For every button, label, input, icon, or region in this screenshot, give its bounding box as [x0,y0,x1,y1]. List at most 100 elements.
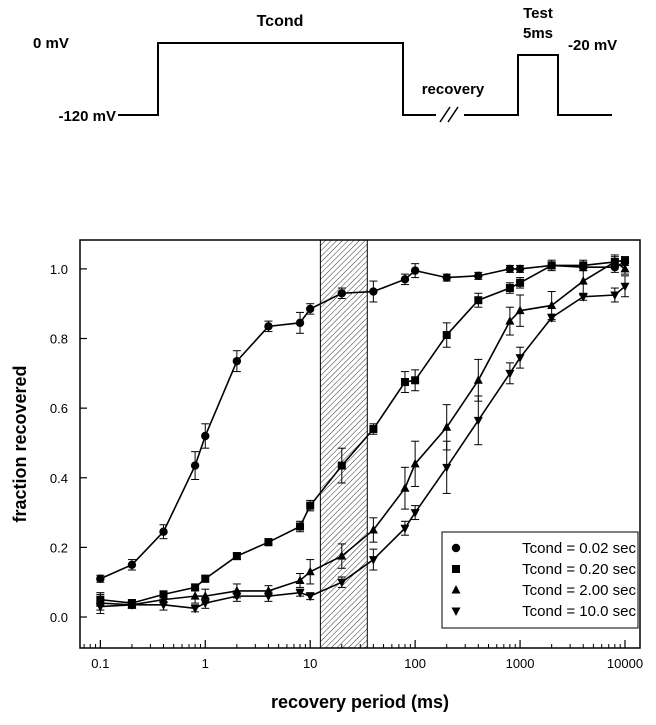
data-point [232,552,241,561]
data-point [264,538,273,547]
data-point [190,461,200,470]
protocol-trace-1 [118,42,436,116]
data-point [515,305,525,315]
data-point [442,331,451,340]
data-point [368,556,378,565]
data-point [579,261,588,270]
data-point [505,264,515,274]
data-point [264,322,273,331]
data-point [337,578,347,588]
data-point [232,585,242,595]
data-point [159,527,168,536]
voltage-protocol-diagram: -120 mV 0 mV Tcond recovery Test 5ms -20… [33,5,617,125]
data-point [400,483,410,492]
recovery-label: recovery [422,81,485,98]
data-point [295,575,305,584]
y-tick-label: 0.4 [50,471,68,486]
data-point [159,594,169,604]
data-point [305,304,315,314]
data-point [190,591,200,600]
data-point [369,425,378,434]
cond-voltage-label: 0 mV [33,35,69,52]
series-circle [96,257,630,583]
data-point [505,369,515,379]
data-point [191,583,200,592]
x-tick-label: 10 [303,656,317,671]
y-tick-label: 0.8 [50,332,68,347]
plot-frame [79,239,641,649]
series-group [95,254,630,615]
data-point [305,592,315,602]
data-point [263,592,273,602]
data-point [473,375,483,384]
x-tick-label: 10000 [607,656,643,671]
cond-name-label: Tcond [257,13,304,30]
data-point [159,601,169,610]
data-point [232,592,242,602]
x-tick-label: 1000 [506,656,535,671]
data-point [515,354,525,363]
data-point [578,276,588,285]
data-point [232,356,242,366]
data-point [201,431,210,441]
data-point [547,300,557,309]
data-point [410,458,420,468]
data-point [442,422,452,431]
data-point [474,296,483,305]
data-point [610,256,620,266]
test-name-label: Test [523,5,553,22]
data-point [620,256,629,265]
data-point [578,293,588,302]
legend-item: Tcond = 0.20 sec [452,561,636,578]
data-point [411,376,420,385]
legend-marker-circle [451,543,461,553]
data-point [620,263,630,273]
data-point [295,318,305,328]
data-point [473,416,483,426]
test-duration-label: 5ms [523,25,553,42]
data-point [400,524,410,534]
recovery-chart: 0.1 1 10 100 1000 10000 0.0 0.2 0.4 0.6 0.8 1.0 rec… [10,239,643,712]
data-point [200,599,210,609]
y-tick-label: 0.0 [50,610,68,625]
axis-ticks: 0.1 1 10 100 1000 10000 0.0 0.2 0.4 0.6 0.8 1.0 [50,262,643,671]
legend-label: Tcond = 0.20 sec [522,561,636,578]
x-axis-label: recovery period (ms) [271,692,449,712]
data-point [474,271,483,281]
legend-item: Tcond = 2.00 sec [451,582,636,599]
data-point [127,601,137,610]
legend-label: Tcond = 2.00 sec [522,582,636,599]
y-axis-label: fraction recovered [10,365,30,522]
y-tick-label: 0.2 [50,540,68,555]
x-tick-label: 1 [202,656,209,671]
data-point [516,278,525,287]
series-triangle-down [95,275,630,614]
data-point [369,287,378,296]
data-point [127,560,137,569]
hold-voltage-label: -120 mV [58,108,116,125]
data-point [305,566,315,576]
data-point [442,273,451,282]
data-point [201,574,210,583]
legend-label: Tcond = 10.0 sec [522,603,636,620]
data-point [337,461,346,470]
data-point [547,314,557,323]
data-point [410,509,420,518]
x-tick-label: 100 [404,656,426,671]
data-point [410,266,420,275]
legend-label: Tcond = 0.02 sec [522,540,636,557]
data-point [610,291,620,301]
test-voltage-label: -20 mV [568,37,617,54]
legend: Tcond = 0.02 sec Tcond = 0.20 sec Tcond = … [441,531,639,629]
data-point [505,284,514,293]
break-mark [439,106,451,123]
legend-box [441,531,639,629]
data-point [400,275,410,284]
data-point [96,574,105,583]
y-tick-label: 0.6 [50,401,68,416]
data-point [620,282,630,292]
data-point [295,589,305,598]
protocol-trace-2 [464,54,612,116]
series-square [96,254,629,608]
